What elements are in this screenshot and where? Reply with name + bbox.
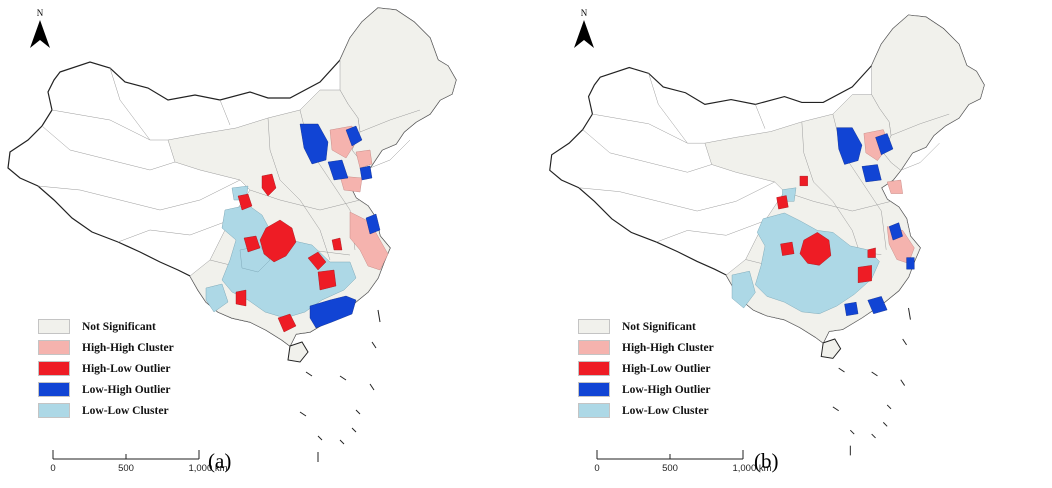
not-significant-northeast	[339, 7, 457, 169]
legend-label: High-High Cluster	[82, 341, 174, 354]
legend-label: Low-Low Cluster	[622, 404, 709, 417]
scale-bar: 0 500 1,000 km	[46, 449, 228, 479]
panel-label-b: (b)	[754, 449, 779, 473]
legend-swatch	[38, 361, 70, 376]
scale-label-1000: 1,000 km	[732, 463, 772, 474]
north-label: N	[36, 8, 44, 18]
legend-item-low-low: Low-Low Cluster	[38, 400, 174, 421]
scale-bar-line	[596, 450, 744, 460]
north-arrow-icon	[30, 20, 50, 48]
legend-swatch	[578, 382, 610, 397]
legend-label: High-Low Outlier	[82, 362, 171, 375]
scale-label-500: 500	[118, 463, 134, 474]
legend-item-low-low: Low-Low Cluster	[578, 400, 714, 421]
scale-label-0: 0	[50, 463, 56, 474]
legend-swatch	[38, 319, 70, 334]
legend-swatch	[38, 403, 70, 418]
legend: Not Significant High-High Cluster High-L…	[578, 316, 714, 421]
legend-swatch	[578, 340, 610, 355]
low-high-outlier-regions	[299, 123, 381, 329]
legend-label: Low-High Outlier	[622, 383, 711, 396]
legend-item-not-significant: Not Significant	[578, 316, 714, 337]
legend-item-high-high: High-High Cluster	[38, 337, 174, 358]
high-high-cluster-regions	[329, 125, 389, 271]
legend-label: High-High Cluster	[622, 341, 714, 354]
china-map-b	[549, 14, 985, 456]
south-china-sea-islands	[299, 309, 381, 462]
scale-label-0: 0	[594, 463, 600, 474]
legend-item-low-high: Low-High Outlier	[38, 379, 174, 400]
high-low-outlier-regions	[235, 173, 343, 333]
hainan-island	[287, 341, 309, 363]
map-panel-a: N Not Significant High-High Cluster High…	[7, 7, 457, 479]
north-arrow-icon	[574, 20, 594, 48]
legend-swatch	[38, 382, 70, 397]
south-china-sea-islands	[832, 307, 911, 456]
legend-item-high-high: High-High Cluster	[578, 337, 714, 358]
legend-swatch	[578, 361, 610, 376]
legend-label: Low-High Outlier	[82, 383, 171, 396]
legend: Not Significant High-High Cluster High-L…	[38, 316, 174, 421]
north-label: N	[580, 8, 588, 18]
north-arrow: N	[572, 8, 596, 52]
legend-label: Not Significant	[622, 320, 696, 333]
scale-bar: 0 500 1,000 km	[590, 449, 772, 479]
north-arrow: N	[28, 8, 52, 52]
scale-bar-line	[52, 450, 200, 460]
legend-label: High-Low Outlier	[622, 362, 711, 375]
legend-item-high-low: High-Low Outlier	[38, 358, 174, 379]
legend-swatch	[578, 403, 610, 418]
china-map-a	[7, 7, 457, 462]
legend-item-high-low: High-Low Outlier	[578, 358, 714, 379]
legend-swatch	[38, 340, 70, 355]
map-panel-b: N Not Significant High-High Cluster High…	[542, 0, 1052, 488]
legend-label: Low-Low Cluster	[82, 404, 169, 417]
legend-item-low-high: Low-High Outlier	[578, 379, 714, 400]
hainan-island	[820, 338, 842, 359]
scale-label-1000: 1,000 km	[188, 463, 228, 474]
scale-label-500: 500	[662, 463, 678, 474]
high-low-outlier-regions	[776, 175, 876, 284]
low-high-outlier-regions	[836, 127, 915, 316]
panel-label-a: (a)	[208, 449, 232, 473]
legend-label: Not Significant	[82, 320, 156, 333]
legend-item-not-significant: Not Significant	[38, 316, 174, 337]
legend-swatch	[578, 319, 610, 334]
